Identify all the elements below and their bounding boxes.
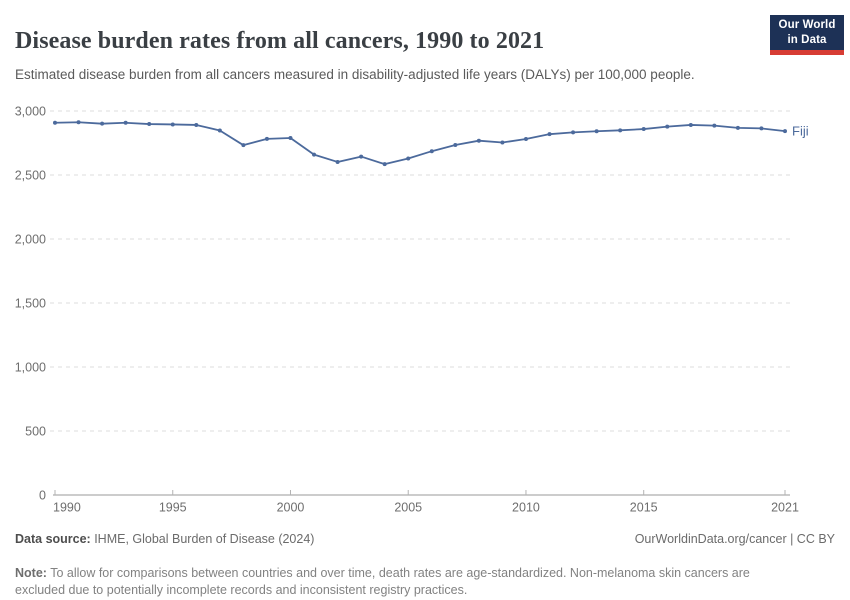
- data-point[interactable]: [100, 121, 105, 126]
- y-tick-label: 3,000: [15, 104, 46, 118]
- x-tick-label: 2010: [512, 501, 540, 515]
- data-point[interactable]: [123, 120, 128, 125]
- page-title: Disease burden rates from all cancers, 1…: [15, 28, 545, 55]
- data-source-label: Data source:: [15, 532, 91, 546]
- data-point[interactable]: [76, 120, 81, 125]
- data-point[interactable]: [170, 122, 175, 127]
- data-point[interactable]: [147, 122, 152, 127]
- data-point[interactable]: [288, 136, 293, 141]
- x-tick-label: 2000: [277, 501, 305, 515]
- y-tick-label: 1,000: [15, 360, 46, 374]
- data-point[interactable]: [429, 149, 434, 154]
- series-line[interactable]: [54, 121, 786, 166]
- owid-logo-line1: Our World: [778, 19, 836, 32]
- x-tick-label: 2015: [630, 501, 658, 515]
- y-tick-label: 500: [25, 424, 46, 438]
- chart-canvas: 0 500 1,000 1,500 2,000 2,500 3,000 1990 1995 200…: [15, 104, 809, 515]
- data-point[interactable]: [359, 154, 364, 159]
- data-point[interactable]: [735, 125, 740, 130]
- series-fiji: Fiji: [53, 120, 809, 167]
- data-source-value: IHME, Global Burden of Disease (2024): [90, 532, 315, 546]
- data-point[interactable]: [594, 129, 599, 134]
- series-end-label[interactable]: Fiji: [792, 124, 809, 139]
- owid-cc-link[interactable]: OurWorldinData.org/cancer | CC BY: [634, 532, 835, 546]
- data-point[interactable]: [783, 129, 787, 134]
- y-tick-label: 1,500: [15, 296, 46, 310]
- owid-logo-line2: in Data: [787, 33, 827, 46]
- chart-subtitle: Estimated disease burden from all cancer…: [15, 66, 695, 82]
- data-point[interactable]: [641, 127, 646, 132]
- data-point[interactable]: [406, 156, 411, 161]
- data-point[interactable]: [523, 137, 528, 142]
- footer-note: Note: To allow for comparisons between c…: [15, 565, 815, 600]
- y-tick-label: 2,000: [15, 232, 46, 246]
- data-point[interactable]: [194, 122, 199, 127]
- data-point[interactable]: [382, 162, 387, 167]
- data-point[interactable]: [571, 130, 576, 135]
- y-tick-label: 2,500: [15, 168, 46, 182]
- footer-note-label: Note:: [15, 565, 47, 580]
- data-point[interactable]: [618, 128, 623, 133]
- chart-area: 0 500 1,000 1,500 2,000 2,500 3,000 1990 1995 200…: [0, 92, 850, 524]
- data-point[interactable]: [500, 140, 505, 145]
- x-tick-label: 1995: [159, 501, 187, 515]
- y-tick-label: 0: [39, 488, 46, 502]
- data-point[interactable]: [241, 143, 246, 148]
- data-point[interactable]: [217, 128, 222, 133]
- data-point[interactable]: [312, 152, 317, 157]
- x-axis: 1990 1995 2000 2005 2010 2015 2021: [53, 490, 799, 515]
- data-point[interactable]: [759, 126, 764, 131]
- data-point[interactable]: [665, 124, 670, 129]
- data-point[interactable]: [688, 122, 693, 127]
- data-point[interactable]: [335, 159, 340, 164]
- gridlines: [50, 110, 790, 496]
- x-tick-label: 1990: [53, 501, 81, 515]
- footer-note-line1: To allow for comparisons between countri…: [46, 565, 750, 580]
- x-tick-label: 2021: [771, 501, 799, 515]
- footer-source-row: Data source: IHME, Global Burden of Dise…: [15, 532, 835, 546]
- footer-note-line2: excluded due to potentially incomplete r…: [15, 582, 468, 597]
- data-point[interactable]: [712, 123, 717, 128]
- data-point[interactable]: [476, 138, 481, 143]
- data-point[interactable]: [547, 132, 552, 137]
- owid-logo[interactable]: Our World in Data: [770, 15, 844, 55]
- data-point[interactable]: [264, 136, 269, 141]
- data-point[interactable]: [53, 120, 57, 125]
- data-point[interactable]: [453, 143, 458, 148]
- y-axis-labels: 0 500 1,000 1,500 2,000 2,500 3,000: [15, 104, 46, 502]
- data-source-text: Data source: IHME, Global Burden of Dise…: [15, 532, 314, 546]
- x-tick-label: 2005: [394, 501, 422, 515]
